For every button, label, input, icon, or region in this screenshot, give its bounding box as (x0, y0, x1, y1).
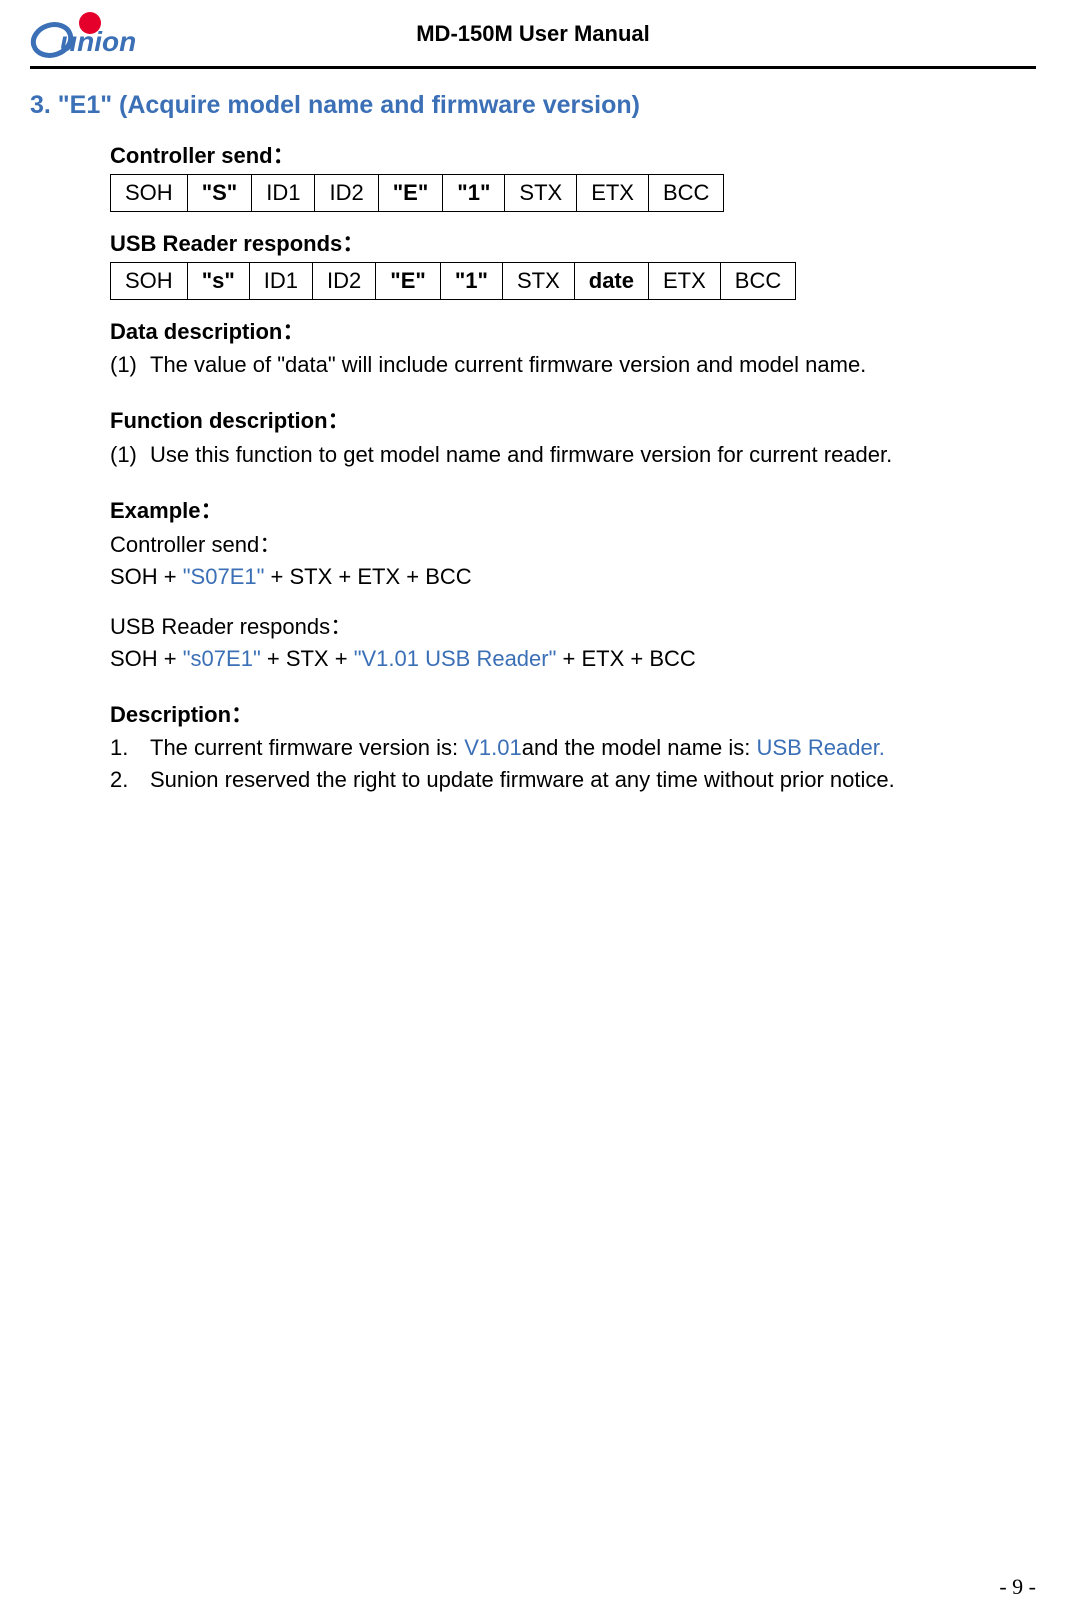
example-responds-line: SOH + "s07E1" + STX + "V1.01 USB Reader"… (110, 643, 1016, 675)
packet-cell: "1" (440, 262, 502, 299)
item-text: Sunion reserved the right to update firm… (150, 764, 1016, 796)
header-title: MD-150M User Manual (30, 21, 1036, 47)
packet-cell: "E" (378, 174, 443, 211)
example-send-line: SOH + "S07E1" + STX + ETX + BCC (110, 561, 1016, 593)
packet-cell: ETX (577, 174, 649, 211)
packet-cell: STX (505, 174, 577, 211)
packet-cell: date (574, 262, 648, 299)
description-label: Description： (110, 699, 1016, 731)
packet-cell: SOH (111, 174, 188, 211)
usb-responds-table: SOH"s"ID1ID2"E""1"STXdateETXBCC (110, 262, 796, 300)
item-text: The current firmware version is: V1.01an… (150, 732, 1016, 764)
example-label: Example： (110, 495, 1016, 527)
example-code-blue: "s07E1" (183, 646, 261, 671)
packet-cell: ID2 (313, 262, 376, 299)
packet-cell: ETX (649, 262, 721, 299)
description-item-1: 1. The current firmware version is: V1.0… (110, 732, 1016, 764)
section-title: 3. "E1" (Acquire model name and firmware… (30, 91, 1036, 120)
text-segment: + ETX + BCC (556, 646, 695, 671)
packet-cell: BCC (648, 174, 723, 211)
header-rule (30, 66, 1036, 69)
function-description-item: (1) Use this function to get model name … (110, 439, 1016, 471)
text-segment: SOH + (110, 646, 183, 671)
model-name: USB Reader. (757, 735, 885, 760)
page: union MD-150M User Manual 3. "E1" (Acqui… (0, 0, 1066, 1622)
packet-cell: ID2 (315, 174, 378, 211)
description-item-2: 2. Sunion reserved the right to update f… (110, 764, 1016, 796)
controller-send-label: Controller send： (110, 140, 1016, 172)
packet-cell: "s" (187, 262, 249, 299)
content-body: Controller send： SOH"S"ID1ID2"E""1"STXET… (110, 140, 1016, 796)
item-text: The value of "data" will include current… (150, 349, 1016, 381)
item-number: 2. (110, 764, 150, 796)
item-number: (1) (110, 439, 150, 471)
packet-cell: SOH (111, 262, 188, 299)
example-code-blue: "S07E1" (183, 564, 265, 589)
example-usb-responds-label: USB Reader responds： (110, 611, 1016, 643)
text-segment: The current firmware version is: (150, 735, 464, 760)
item-text: Use this function to get model name and … (150, 439, 1016, 471)
item-number: (1) (110, 349, 150, 381)
text-segment: + STX + (261, 646, 354, 671)
text-segment: + STX + ETX + BCC (264, 564, 471, 589)
text-segment: and the model name is: (522, 735, 757, 760)
example-code-blue: "V1.01 USB Reader" (354, 646, 557, 671)
packet-cell: ID1 (252, 174, 315, 211)
packet-cell: "1" (443, 174, 505, 211)
firmware-version: V1.01 (464, 735, 522, 760)
function-description-label: Function description： (110, 405, 1016, 437)
data-description-label: Data description： (110, 316, 1016, 348)
page-number: - 9 - (999, 1574, 1036, 1600)
packet-cell: STX (502, 262, 574, 299)
text-segment: SOH + (110, 564, 183, 589)
controller-send-table: SOH"S"ID1ID2"E""1"STXETXBCC (110, 174, 724, 212)
packet-cell: ID1 (249, 262, 312, 299)
example-controller-send-label: Controller send： (110, 529, 1016, 561)
packet-cell: "E" (376, 262, 441, 299)
usb-responds-label: USB Reader responds： (110, 228, 1016, 260)
packet-cell: BCC (720, 262, 795, 299)
packet-cell: "S" (187, 174, 252, 211)
data-description-item: (1) The value of "data" will include cur… (110, 349, 1016, 381)
item-number: 1. (110, 732, 150, 764)
page-header: union MD-150M User Manual (30, 10, 1036, 66)
